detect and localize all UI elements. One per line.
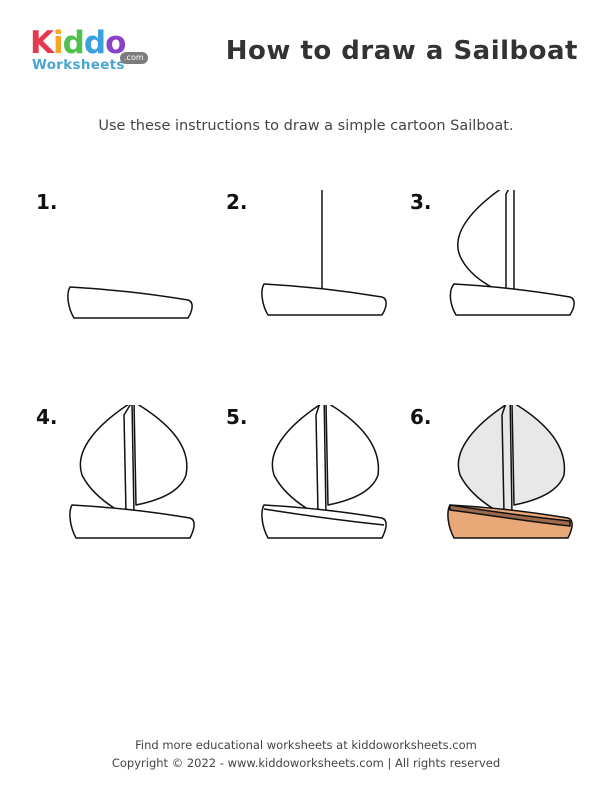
logo-letter: o [105, 25, 126, 61]
kiddo-logo: Kiddo Worksheets .com [30, 26, 155, 76]
hull [449, 283, 575, 316]
step-5: 5. [226, 405, 416, 585]
logo-wordmark: Kiddo [30, 25, 126, 61]
logo-letter: d [62, 25, 85, 61]
back-sail [133, 405, 188, 506]
step-4-drawing [69, 405, 195, 539]
step-3-drawing [449, 190, 575, 316]
step-number: 1. [36, 190, 58, 214]
step-6-drawing [447, 405, 573, 539]
step-2: 2. [226, 190, 416, 370]
footer-copyright: Copyright © 2022 - www.kiddoworksheets.c… [111, 756, 501, 770]
hull [261, 504, 387, 539]
hull-rim [263, 508, 385, 526]
back-sail [325, 405, 380, 506]
step-2-drawing [261, 190, 387, 316]
logo-letter: i [53, 25, 64, 61]
logo-subtitle: Worksheets [32, 57, 125, 73]
logo-letter: K [30, 25, 54, 61]
instructions-text: Use these instructions to draw a simple … [98, 118, 514, 134]
mast [505, 190, 515, 297]
hull [261, 283, 387, 316]
step-5-drawing [261, 405, 387, 539]
step-3: 3. [410, 190, 600, 370]
mast [123, 405, 135, 516]
step-6: 6. [410, 405, 600, 585]
step-4: 4. [36, 405, 226, 585]
step-number: 3. [410, 190, 432, 214]
hull [67, 286, 193, 319]
logo-letter: d [83, 25, 106, 61]
logo-tld-badge: .com [120, 52, 148, 64]
footer-promo: Find more educational worksheets at kidd… [135, 738, 477, 752]
back-sail [511, 405, 566, 506]
step-number: 5. [226, 405, 248, 429]
step-number: 4. [36, 405, 58, 429]
mast [501, 405, 513, 516]
hull [69, 504, 195, 539]
mast [315, 405, 327, 516]
step-number: 2. [226, 190, 248, 214]
step-number: 6. [410, 405, 432, 429]
page-title: How to draw a Sailboat [225, 36, 578, 66]
hull-rim [449, 504, 571, 527]
step-1-drawing [67, 286, 193, 319]
step-1: 1. [36, 190, 226, 370]
